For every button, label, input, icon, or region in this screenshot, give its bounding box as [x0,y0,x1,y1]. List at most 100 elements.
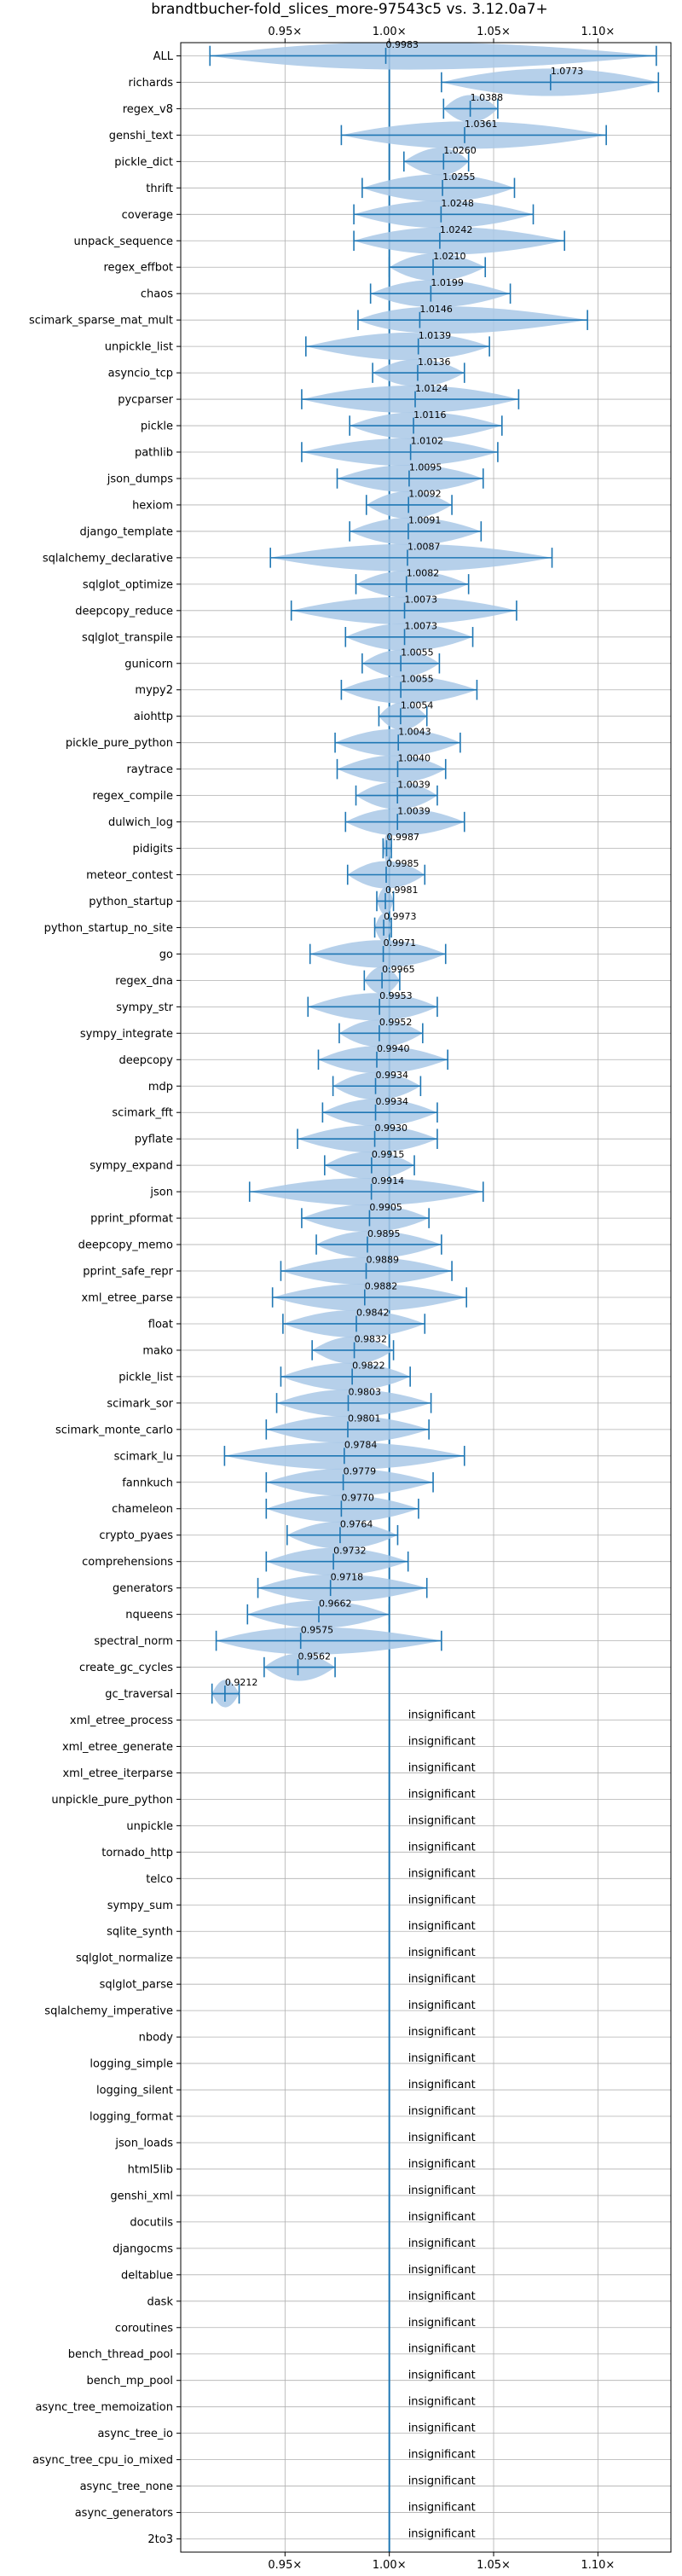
benchmark-label: sqlglot_parse [100,1979,173,1992]
benchmark-label: async_tree_io [97,2428,173,2440]
insignificant-label: insignificant [408,2422,476,2435]
benchmark-label: regex_dna [115,975,173,988]
insignificant-label: insignificant [408,1841,476,1854]
benchmark-label: json_loads [114,2137,173,2150]
benchmark-label: chaos [141,288,173,301]
benchmark-label: bench_thread_pool [68,2348,173,2361]
mean-value-label: 1.0260 [443,145,477,156]
insignificant-label: insignificant [408,2264,476,2277]
mean-value-label: 0.9212 [225,1677,258,1688]
x-tick-label-bottom: 0.95× [268,2559,302,2572]
x-tick-label-bottom: 1.10× [581,2559,615,2572]
benchmark-label: nqueens [125,1609,173,1622]
benchmark-label: regex_compile [92,790,173,803]
benchmark-label: sqlglot_transpile [82,631,173,644]
mean-value-label: 0.9822 [352,1361,385,1372]
benchmark-label: pprint_safe_repr [83,1266,173,1279]
benchmark-label: python_startup_no_site [44,922,173,935]
insignificant-label: insignificant [408,2290,476,2303]
benchmark-label: pycparser [118,394,173,407]
benchmark-label: pickle_dict [114,156,173,169]
benchmark-label: genshi_xml [110,2190,173,2202]
mean-value-label: 0.9934 [376,1096,409,1107]
mean-value-label: 0.9889 [367,1255,400,1266]
benchmark-label: regex_v8 [123,103,173,116]
mean-value-label: 1.0039 [397,779,431,790]
insignificant-label: insignificant [408,2528,476,2541]
benchmark-label: djangocms [113,2242,173,2255]
benchmark-label: xml_etree_process [70,1714,173,1727]
benchmark-label: pickle_pure_python [66,737,173,750]
benchmark-label: logging_silent [96,2085,173,2097]
mean-value-label: 1.0773 [551,66,584,77]
benchmark-label: meteor_contest [86,869,173,882]
mean-value-label: 1.0095 [409,462,442,473]
x-tick-label-bottom: 1.05× [477,2559,511,2572]
benchmark-label: dask [147,2295,173,2308]
mean-value-label: 0.9842 [356,1308,390,1319]
benchmark-label: float [148,1318,173,1331]
benchmark-label: coverage [122,209,173,222]
insignificant-label: insignificant [408,2502,476,2515]
x-tick-label-top: 0.95× [268,26,302,38]
mean-value-label: 1.0139 [419,330,452,341]
benchmark-label: scimark_sor [107,1397,173,1410]
benchmark-label: async_tree_memoization [35,2401,173,2414]
insignificant-label: insignificant [408,2370,476,2382]
benchmark-label: sqlalchemy_declarative [43,552,173,565]
x-tick-label-top: 1.05× [477,26,511,38]
benchmark-label: async_tree_none [80,2480,173,2493]
benchmark-label: sympy_sum [107,1900,173,1912]
benchmark-label: crypto_pyaes [99,1529,173,1542]
benchmark-label: coroutines [115,2322,173,2335]
mean-value-label: 0.9983 [386,39,419,50]
insignificant-label: insignificant [408,2105,476,2118]
mean-value-label: 1.0242 [440,224,473,235]
benchmark-label: python_startup [89,896,173,908]
mean-value-label: 1.0091 [408,515,441,526]
mean-value-label: 0.9575 [301,1624,334,1635]
benchmark-label: 2to3 [147,2533,173,2546]
mean-value-label: 0.9915 [372,1149,405,1160]
insignificant-label: insignificant [408,1867,476,1880]
benchmark-label: json_dumps [107,473,173,485]
benchmark-label: regex_effbot [103,262,173,275]
mean-value-label: 0.9987 [387,832,420,843]
insignificant-label: insignificant [408,1973,476,1986]
insignificant-label: insignificant [408,2079,476,2092]
insignificant-label: insignificant [408,1761,476,1774]
benchmark-label: raytrace [126,763,173,776]
mean-value-label: 1.0136 [418,357,451,368]
benchmark-label: sqlglot_optimize [83,578,173,591]
benchmark-label: sympy_integrate [80,1028,173,1041]
benchmark-label: unpickle_list [105,341,173,354]
benchmark-label: pickle [141,421,173,433]
benchmark-label: logging_simple [90,2058,173,2071]
benchmark-label: bench_mp_pool [86,2375,173,2387]
x-tick-label-bottom: 1.00× [373,2559,407,2572]
benchmark-label: mdp [148,1081,173,1094]
mean-value-label: 0.9662 [319,1598,352,1609]
benchmark-label: gc_traversal [105,1688,173,1701]
mean-value-label: 1.0102 [411,436,444,447]
benchmark-label: html5lib [128,2163,173,2176]
mean-value-label: 1.0388 [471,92,504,103]
benchmark-label: xml_etree_generate [62,1741,173,1754]
benchmark-label: fannkuch [122,1477,173,1489]
benchmark-label: scimark_lu [114,1450,173,1463]
benchmark-label: sqlite_synth [107,1926,173,1939]
benchmark-label: unpickle_pure_python [51,1794,173,1807]
benchmark-label: scimark_fft [112,1107,173,1120]
benchmark-label: spectral_norm [94,1635,173,1648]
mean-value-label: 1.0040 [397,752,431,763]
insignificant-label: insignificant [408,2184,476,2197]
benchmark-label: django_template [80,525,173,538]
chart-title: brandtbucher-fold_slices_more-97543c5 vs… [151,1,548,18]
benchmark-label: sympy_expand [90,1160,173,1173]
benchmark-label: tornado_http [101,1847,173,1859]
benchmark-label: xml_etree_iterparse [62,1767,173,1780]
benchmark-label: hexiom [132,499,173,512]
mean-value-label: 0.9764 [340,1518,373,1529]
benchmark-label: docutils [130,2216,173,2229]
insignificant-label: insignificant [408,2052,476,2065]
